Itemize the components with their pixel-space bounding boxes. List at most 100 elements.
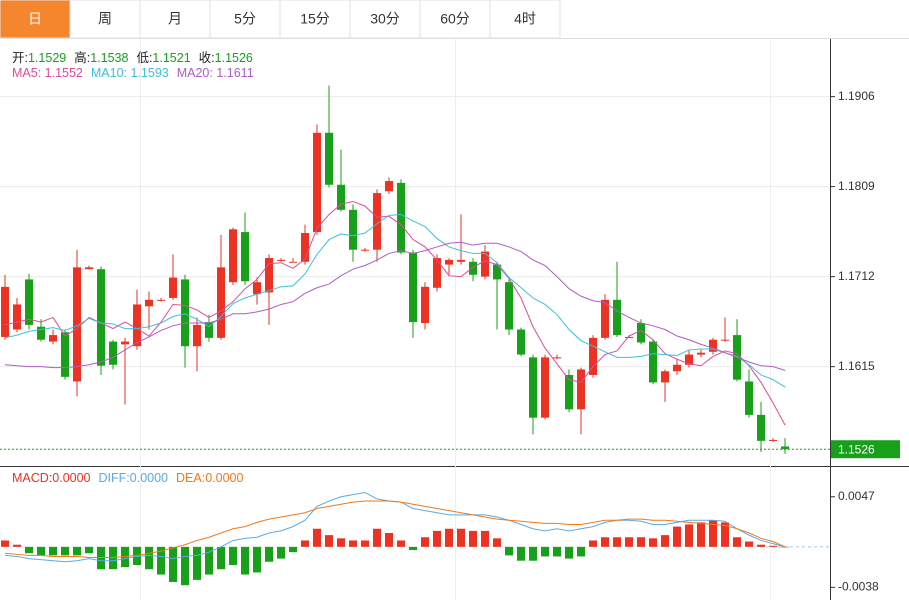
macd-bar [229, 546, 237, 565]
ma-header: MA5: 1.1552 MA10: 1.1593 MA20: 1.1611 [12, 66, 262, 80]
candle-body [61, 332, 69, 377]
macd-bar [781, 546, 789, 548]
candle-body [637, 323, 645, 343]
line [4, 500, 786, 559]
y-tick-label: 1.1712 [838, 269, 875, 283]
macd-bar [181, 546, 189, 586]
ohlc-label: 收: [198, 51, 215, 65]
tab-label: 30分 [370, 11, 400, 27]
macd-bar [685, 524, 693, 547]
macd-bar [313, 528, 321, 547]
candle-body [493, 264, 501, 280]
macd-bar [61, 546, 69, 556]
macd-bar [301, 540, 309, 547]
tab-label: 5分 [234, 11, 256, 27]
y-tick-label: 0.0047 [838, 489, 875, 503]
candle-body [649, 341, 657, 383]
candle-body [601, 299, 609, 338]
legend-label: MACD: [12, 471, 53, 485]
candle-body [193, 324, 201, 347]
candle-body [517, 329, 525, 355]
tab[interactable] [0, 0, 71, 39]
macd-bar [541, 546, 549, 557]
candle-body [457, 259, 465, 262]
macd-bar [109, 546, 117, 570]
line [4, 213, 786, 388]
candle-body [205, 322, 213, 338]
legend-label: DIFF: [98, 471, 130, 485]
candle-body [721, 339, 729, 341]
macd-bar [577, 546, 585, 557]
macd-bar [733, 537, 741, 547]
macd-bar [709, 520, 717, 547]
candle-body [1, 286, 9, 337]
macd-bar [37, 546, 45, 556]
tab[interactable] [139, 0, 211, 39]
tab[interactable] [349, 0, 421, 39]
candle-body [49, 335, 57, 342]
candle-body [289, 261, 297, 263]
macd-bar [349, 540, 357, 547]
legend-value: 0.0000 [129, 471, 168, 485]
candle-body [469, 261, 477, 275]
candle-body [109, 341, 117, 365]
tab[interactable] [419, 0, 491, 39]
macd-bar [373, 528, 381, 547]
macd-bar [565, 546, 573, 559]
legend-value: 1.1593 [130, 66, 169, 80]
candle-body [337, 184, 345, 210]
tab[interactable] [489, 0, 561, 39]
y-tick-label: 1.1615 [838, 359, 875, 373]
legend-label: DEA: [176, 471, 206, 485]
macd-bar [517, 546, 525, 561]
macd-bar [433, 530, 441, 547]
macd-bar [469, 530, 477, 547]
candle-body [781, 446, 789, 450]
macd-bar [697, 522, 705, 547]
macd-bar [421, 537, 429, 547]
last-price-box [831, 440, 900, 459]
macd-bar [193, 546, 201, 580]
candle-body [673, 364, 681, 372]
tab-label: 日 [28, 11, 42, 27]
macd-bar [241, 546, 249, 575]
legend-value: 0.0000 [205, 471, 244, 485]
macd-bar [649, 538, 657, 547]
macd-bar [493, 538, 501, 547]
ohlc-header: 开:1.1529 高:1.1538 低:1.1521 收:1.1526 [12, 47, 261, 66]
last-price-label: 1.1526 [838, 442, 875, 456]
macd-bar [409, 546, 417, 551]
macd-bar [745, 541, 753, 547]
legend-value: 0.0000 [52, 471, 91, 485]
macd-bar [445, 528, 453, 547]
tab[interactable] [69, 0, 141, 39]
y-tick-label: -0.0038 [838, 580, 879, 594]
candle-body [373, 193, 381, 250]
ohlc-value: 1.1529 [27, 51, 67, 65]
macd-bar [73, 546, 81, 556]
candle-body [85, 267, 93, 270]
candle-body [613, 299, 621, 336]
legend-value: 1.1552 [44, 66, 83, 80]
macd-bar [397, 540, 405, 547]
candle-body [217, 267, 225, 338]
candle-body [757, 414, 765, 441]
legend-label: MA5: [12, 66, 45, 80]
tab[interactable] [209, 0, 281, 39]
tab[interactable] [279, 0, 351, 39]
macd-bar [385, 533, 393, 547]
candle-body [181, 279, 189, 347]
candle-body [265, 258, 273, 293]
ohlc-label: 开: [12, 51, 28, 65]
candle-body [541, 357, 549, 418]
tab-label: 60分 [440, 11, 470, 27]
macd-bar [169, 546, 177, 583]
candle-body [73, 267, 81, 382]
candle-body [25, 279, 33, 325]
tab-label: 15分 [300, 11, 330, 27]
candle-body [769, 439, 777, 441]
macd-bar [457, 528, 465, 547]
candle-body [325, 132, 333, 185]
